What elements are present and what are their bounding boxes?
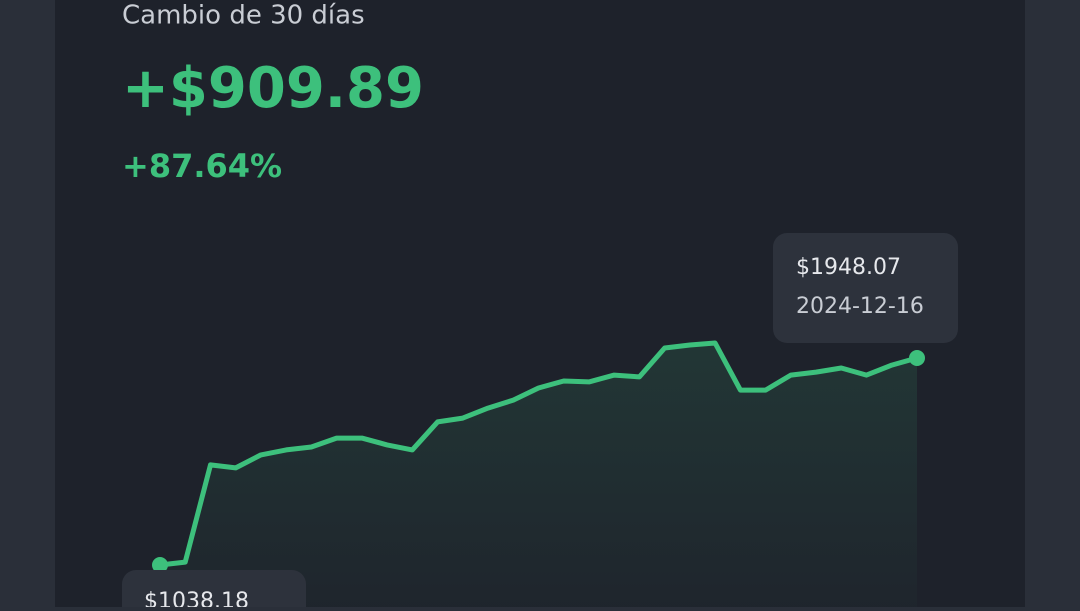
start-tooltip xyxy=(122,570,306,611)
line xyxy=(157,340,920,568)
area xyxy=(160,343,917,607)
start-value: $1038.18 xyxy=(144,589,249,607)
change: +$909.89 xyxy=(122,56,424,121)
plot xyxy=(152,340,925,607)
tooltip-value: $1948.07 xyxy=(796,255,901,280)
tooltip xyxy=(773,233,958,343)
tooltip-date: 2024-12-16 xyxy=(796,294,924,319)
percent: +87.64% xyxy=(122,147,282,185)
end-dot xyxy=(909,349,925,366)
start-dot xyxy=(152,557,168,573)
title: Cambio de 30 días xyxy=(122,1,365,31)
